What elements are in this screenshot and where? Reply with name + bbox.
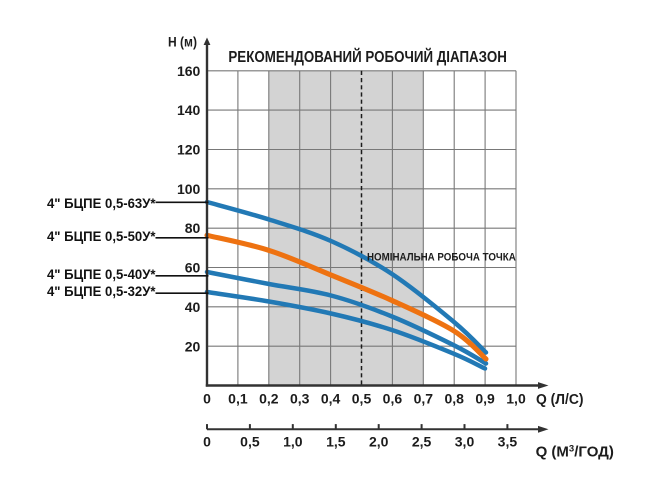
svg-text:120: 120 [177, 142, 201, 158]
svg-text:0: 0 [203, 433, 211, 449]
svg-text:100: 100 [177, 181, 201, 197]
svg-text:4" БЦПЕ 0,5-40У*: 4" БЦПЕ 0,5-40У* [47, 266, 156, 282]
svg-text:0,4: 0,4 [321, 390, 341, 406]
svg-text:0,6: 0,6 [383, 390, 403, 406]
svg-text:0,8: 0,8 [444, 390, 464, 406]
svg-text:1,0: 1,0 [506, 390, 526, 406]
svg-text:140: 140 [177, 102, 201, 118]
svg-text:Н (м): Н (м) [168, 35, 197, 50]
svg-text:0,5: 0,5 [352, 390, 372, 406]
svg-text:0,5: 0,5 [240, 433, 260, 449]
svg-text:1,5: 1,5 [326, 433, 346, 449]
svg-text:РЕКОМЕНДОВАНИЙ РОБОЧИЙ ДІАПАЗО: РЕКОМЕНДОВАНИЙ РОБОЧИЙ ДІАПАЗОН [228, 48, 507, 66]
svg-text:1,0: 1,0 [283, 433, 303, 449]
svg-text:20: 20 [185, 338, 201, 354]
svg-text:0: 0 [203, 390, 211, 406]
svg-text:2,0: 2,0 [369, 433, 389, 449]
svg-text:60: 60 [185, 260, 201, 276]
svg-text:4" БЦПЕ 0,5-50У*: 4" БЦПЕ 0,5-50У* [47, 228, 156, 244]
svg-text:0,9: 0,9 [475, 390, 495, 406]
svg-text:0,1: 0,1 [228, 390, 248, 406]
svg-text:4" БЦПЕ 0,5-63У*: 4" БЦПЕ 0,5-63У* [47, 195, 156, 211]
svg-text:4" БЦПЕ 0,5-32У*: 4" БЦПЕ 0,5-32У* [47, 283, 156, 299]
svg-text:40: 40 [185, 299, 201, 315]
svg-text:160: 160 [177, 63, 201, 79]
svg-text:Q (М3/ГОД): Q (М3/ГОД) [536, 444, 614, 461]
svg-text:НОМІНАЛЬНА РОБОЧА ТОЧКА: НОМІНАЛЬНА РОБОЧА ТОЧКА [367, 252, 516, 264]
svg-text:Q (Л/С): Q (Л/С) [536, 392, 584, 408]
svg-text:0,3: 0,3 [290, 390, 310, 406]
svg-text:3,0: 3,0 [455, 433, 475, 449]
svg-text:3,5: 3,5 [498, 433, 518, 449]
svg-text:80: 80 [185, 220, 201, 236]
svg-text:2,5: 2,5 [412, 433, 432, 449]
svg-text:0,7: 0,7 [414, 390, 434, 406]
svg-text:0,2: 0,2 [259, 390, 279, 406]
